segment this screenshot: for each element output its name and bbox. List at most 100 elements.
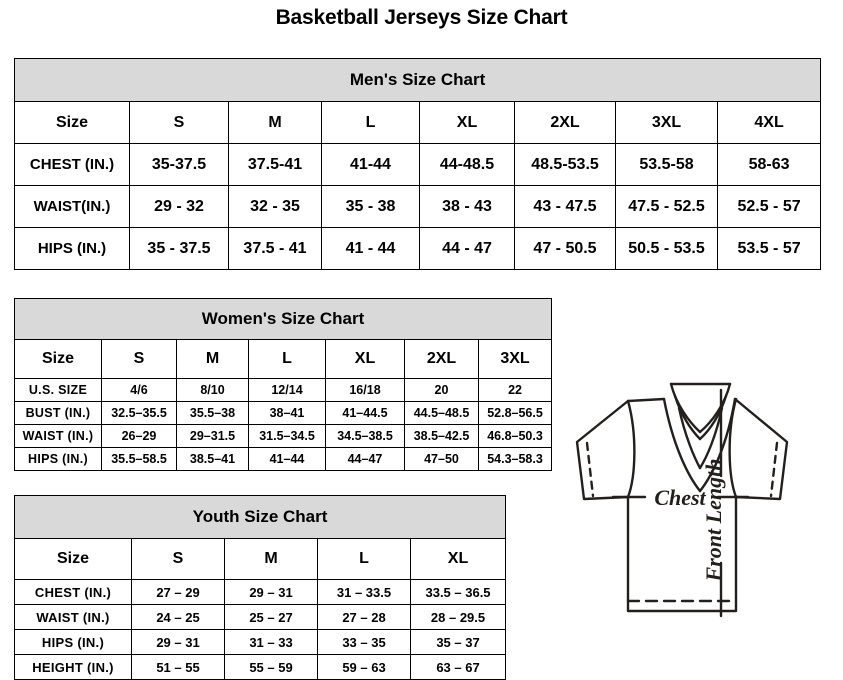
womens-ussize-m: 8/10 bbox=[176, 378, 249, 402]
mens-col-header-2xl: 2XL bbox=[514, 101, 616, 144]
womens-waist-s: 26–29 bbox=[101, 424, 177, 448]
womens-waist-3xl: 46.8–50.3 bbox=[477, 424, 553, 448]
collar-inner-left bbox=[673, 394, 702, 441]
table-row: HIPS (IN.) 29 – 31 31 – 33 33 – 35 35 – … bbox=[14, 629, 507, 655]
table-row: CHEST (IN.) 35-37.5 37.5-41 41-44 44-48.… bbox=[14, 143, 822, 186]
mens-hips-2xl: 47 - 50.5 bbox=[514, 227, 616, 270]
mens-size-chart-table: Men's Size Chart Size S M L XL 2XL 3XL 4… bbox=[13, 58, 822, 270]
womens-bust-s: 32.5–35.5 bbox=[101, 401, 177, 425]
youth-row-label-waist: WAIST (IN.) bbox=[14, 604, 132, 630]
youth-col-header-size: Size bbox=[14, 538, 132, 580]
womens-row-label-hips: HIPS (IN.) bbox=[14, 447, 102, 471]
womens-hips-2xl: 47–50 bbox=[404, 447, 479, 471]
youth-height-s: 51 – 55 bbox=[131, 654, 225, 680]
youth-waist-xl: 28 – 29.5 bbox=[409, 604, 507, 630]
table-row: HIPS (IN.) 35 - 37.5 37.5 - 41 41 - 44 4… bbox=[14, 227, 822, 270]
table-row: HEIGHT (IN.) 51 – 55 55 – 59 59 – 63 63 … bbox=[14, 654, 507, 680]
collar-inner-right bbox=[698, 394, 728, 441]
womens-waist-l: 31.5–34.5 bbox=[248, 424, 326, 448]
womens-ussize-xl: 16/18 bbox=[325, 378, 405, 402]
mens-caption-row: Men's Size Chart bbox=[13, 58, 822, 102]
womens-col-header-m: M bbox=[176, 339, 249, 379]
mens-hips-3xl: 50.5 - 53.5 bbox=[615, 227, 718, 270]
youth-col-header-m: M bbox=[224, 538, 318, 580]
youth-caption-row: Youth Size Chart bbox=[13, 495, 507, 539]
womens-ussize-s: 4/6 bbox=[101, 378, 177, 402]
womens-ussize-l: 12/14 bbox=[248, 378, 326, 402]
womens-ussize-3xl: 22 bbox=[477, 378, 553, 402]
mens-chest-xl: 44-48.5 bbox=[419, 143, 515, 186]
womens-col-header-size: Size bbox=[14, 339, 102, 379]
mens-chest-4xl: 58-63 bbox=[716, 143, 822, 186]
left-armhole-seam bbox=[626, 399, 636, 499]
right-cuff-dashed-line bbox=[769, 441, 779, 498]
mens-waist-s: 29 - 32 bbox=[129, 185, 229, 228]
womens-col-header-2xl: 2XL bbox=[404, 339, 479, 379]
table-row: CHEST (IN.) 27 – 29 29 – 31 31 – 33.5 33… bbox=[14, 579, 507, 605]
womens-col-header-s: S bbox=[101, 339, 177, 379]
collar-left-band bbox=[669, 382, 702, 434]
youth-chest-xl: 33.5 – 36.5 bbox=[409, 579, 507, 605]
left-neck-outer bbox=[662, 397, 702, 493]
womens-hips-3xl: 54.3–58.3 bbox=[477, 447, 553, 471]
mens-waist-2xl: 43 - 47.5 bbox=[514, 185, 616, 228]
mens-chest-s: 35-37.5 bbox=[129, 143, 229, 186]
womens-col-header-3xl: 3XL bbox=[477, 339, 553, 379]
v-neck-left bbox=[677, 406, 702, 470]
mens-waist-4xl: 52.5 - 57 bbox=[716, 185, 822, 228]
mens-waist-m: 32 - 35 bbox=[228, 185, 322, 228]
womens-header-row: Size S M L XL 2XL 3XL bbox=[14, 339, 553, 379]
womens-waist-2xl: 38.5–42.5 bbox=[404, 424, 479, 448]
collar-right-band bbox=[698, 382, 732, 434]
womens-bust-m: 35.5–38 bbox=[176, 401, 249, 425]
youth-chart-caption: Youth Size Chart bbox=[13, 495, 507, 539]
mens-hips-m: 37.5 - 41 bbox=[228, 227, 322, 270]
youth-hips-s: 29 – 31 bbox=[131, 629, 225, 655]
mens-hips-xl: 44 - 47 bbox=[419, 227, 515, 270]
table-row: WAIST (IN.) 24 – 25 25 – 27 27 – 28 28 –… bbox=[14, 604, 507, 630]
mens-col-header-m: M bbox=[228, 101, 322, 144]
youth-col-header-xl: XL bbox=[409, 538, 507, 580]
right-neck-outer bbox=[698, 397, 737, 493]
youth-waist-l: 27 – 28 bbox=[317, 604, 411, 630]
youth-row-label-height: HEIGHT (IN.) bbox=[14, 654, 132, 680]
youth-col-header-s: S bbox=[131, 538, 225, 580]
mens-col-header-l: L bbox=[321, 101, 420, 144]
table-row: WAIST(IN.) 29 - 32 32 - 35 35 - 38 38 - … bbox=[14, 185, 822, 228]
mens-chart-caption: Men's Size Chart bbox=[13, 58, 822, 102]
womens-ussize-2xl: 20 bbox=[404, 378, 479, 402]
youth-height-l: 59 – 63 bbox=[317, 654, 411, 680]
mens-chest-2xl: 48.5-53.5 bbox=[514, 143, 616, 186]
womens-row-label-us-size: U.S. SIZE bbox=[14, 378, 102, 402]
left-sleeve-outline bbox=[575, 399, 630, 501]
womens-hips-m: 38.5–41 bbox=[176, 447, 249, 471]
mens-header-row: Size S M L XL 2XL 3XL 4XL bbox=[14, 101, 822, 144]
jersey-illustration-svg: Chest Front Length bbox=[575, 382, 789, 618]
mens-col-header-size: Size bbox=[14, 101, 130, 144]
mens-hips-s: 35 - 37.5 bbox=[129, 227, 229, 270]
mens-hips-4xl: 53.5 - 57 bbox=[716, 227, 822, 270]
youth-header-row: Size S M L XL bbox=[14, 538, 507, 580]
left-cuff-dashed-line bbox=[585, 441, 595, 498]
left-shoulder-line bbox=[626, 397, 666, 403]
right-sleeve-outline bbox=[733, 397, 789, 501]
youth-row-label-chest: CHEST (IN.) bbox=[14, 579, 132, 605]
youth-height-xl: 63 – 67 bbox=[409, 654, 507, 680]
mens-col-header-3xl: 3XL bbox=[615, 101, 718, 144]
womens-chart-caption: Women's Size Chart bbox=[13, 298, 553, 340]
table-row: BUST (IN.) 32.5–35.5 35.5–38 38–41 41–44… bbox=[14, 401, 553, 425]
youth-hips-m: 31 – 33 bbox=[224, 629, 318, 655]
youth-chest-m: 29 – 31 bbox=[224, 579, 318, 605]
womens-bust-xl: 41–44.5 bbox=[325, 401, 405, 425]
womens-hips-xl: 44–47 bbox=[325, 447, 405, 471]
jersey-measurement-diagram: Chest Front Length bbox=[540, 358, 840, 658]
front-length-measure-label: Front Length bbox=[701, 459, 726, 583]
womens-hips-s: 35.5–58.5 bbox=[101, 447, 177, 471]
mens-col-header-4xl: 4XL bbox=[716, 101, 822, 144]
mens-col-header-s: S bbox=[129, 101, 229, 144]
youth-height-m: 55 – 59 bbox=[224, 654, 318, 680]
mens-waist-xl: 38 - 43 bbox=[419, 185, 515, 228]
womens-size-chart-table: Women's Size Chart Size S M L XL 2XL 3XL… bbox=[13, 298, 553, 471]
womens-bust-2xl: 44.5–48.5 bbox=[404, 401, 479, 425]
chest-measure-label: Chest bbox=[654, 485, 706, 510]
